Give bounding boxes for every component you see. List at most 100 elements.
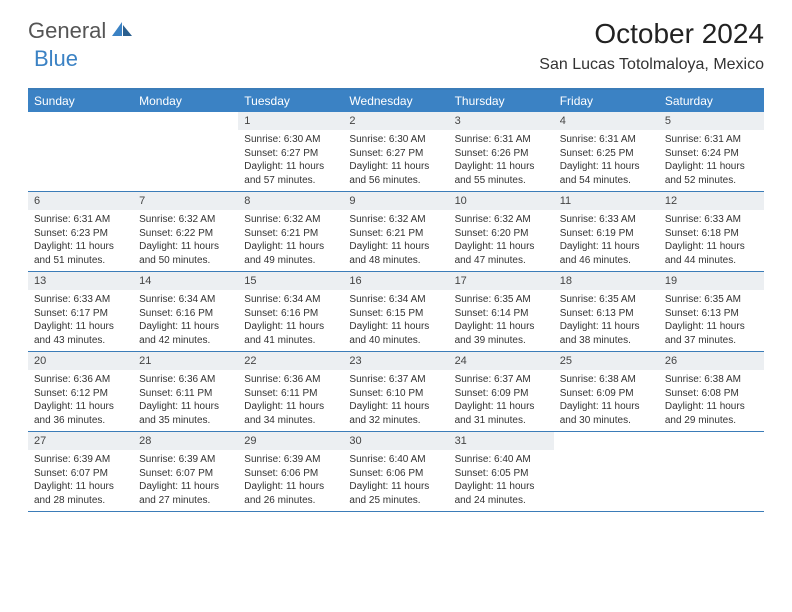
sunset-text: Sunset: 6:26 PM xyxy=(455,147,548,161)
day-body: Sunrise: 6:33 AMSunset: 6:17 PMDaylight:… xyxy=(28,290,133,351)
calendar-cell: 20Sunrise: 6:36 AMSunset: 6:12 PMDayligh… xyxy=(28,352,133,431)
sunset-text: Sunset: 6:09 PM xyxy=(560,387,653,401)
day-number: 13 xyxy=(28,272,133,290)
daylight-text: Daylight: 11 hours and 57 minutes. xyxy=(244,160,337,187)
calendar: SundayMondayTuesdayWednesdayThursdayFrid… xyxy=(28,88,764,512)
sunset-text: Sunset: 6:17 PM xyxy=(34,307,127,321)
daylight-text: Daylight: 11 hours and 48 minutes. xyxy=(349,240,442,267)
calendar-cell: 10Sunrise: 6:32 AMSunset: 6:20 PMDayligh… xyxy=(449,192,554,271)
page-title: October 2024 xyxy=(539,18,764,50)
sunrise-text: Sunrise: 6:35 AM xyxy=(455,293,548,307)
sunrise-text: Sunrise: 6:39 AM xyxy=(139,453,232,467)
logo-blue-text-wrap: Blue xyxy=(34,46,78,72)
sunrise-text: Sunrise: 6:34 AM xyxy=(139,293,232,307)
day-body: Sunrise: 6:33 AMSunset: 6:18 PMDaylight:… xyxy=(659,210,764,271)
sunset-text: Sunset: 6:11 PM xyxy=(139,387,232,401)
calendar-cell: 13Sunrise: 6:33 AMSunset: 6:17 PMDayligh… xyxy=(28,272,133,351)
day-number: 21 xyxy=(133,352,238,370)
day-body: Sunrise: 6:37 AMSunset: 6:09 PMDaylight:… xyxy=(449,370,554,431)
sunset-text: Sunset: 6:24 PM xyxy=(665,147,758,161)
day-header: Tuesday xyxy=(238,90,343,112)
sunrise-text: Sunrise: 6:34 AM xyxy=(349,293,442,307)
day-body: Sunrise: 6:36 AMSunset: 6:11 PMDaylight:… xyxy=(238,370,343,431)
day-number: 24 xyxy=(449,352,554,370)
sunrise-text: Sunrise: 6:32 AM xyxy=(455,213,548,227)
daylight-text: Daylight: 11 hours and 37 minutes. xyxy=(665,320,758,347)
day-body: Sunrise: 6:34 AMSunset: 6:15 PMDaylight:… xyxy=(343,290,448,351)
sunrise-text: Sunrise: 6:31 AM xyxy=(34,213,127,227)
calendar-cell: 15Sunrise: 6:34 AMSunset: 6:16 PMDayligh… xyxy=(238,272,343,351)
day-body: Sunrise: 6:31 AMSunset: 6:25 PMDaylight:… xyxy=(554,130,659,191)
day-number: 26 xyxy=(659,352,764,370)
day-body: Sunrise: 6:39 AMSunset: 6:06 PMDaylight:… xyxy=(238,450,343,511)
sunrise-text: Sunrise: 6:30 AM xyxy=(349,133,442,147)
day-number: 22 xyxy=(238,352,343,370)
day-header: Wednesday xyxy=(343,90,448,112)
day-body: Sunrise: 6:31 AMSunset: 6:23 PMDaylight:… xyxy=(28,210,133,271)
day-body: Sunrise: 6:37 AMSunset: 6:10 PMDaylight:… xyxy=(343,370,448,431)
day-body: Sunrise: 6:31 AMSunset: 6:24 PMDaylight:… xyxy=(659,130,764,191)
calendar-cell: . xyxy=(133,112,238,191)
sunset-text: Sunset: 6:07 PM xyxy=(34,467,127,481)
daylight-text: Daylight: 11 hours and 36 minutes. xyxy=(34,400,127,427)
day-body: Sunrise: 6:39 AMSunset: 6:07 PMDaylight:… xyxy=(133,450,238,511)
week-row: 27Sunrise: 6:39 AMSunset: 6:07 PMDayligh… xyxy=(28,432,764,512)
sunset-text: Sunset: 6:08 PM xyxy=(665,387,758,401)
sunset-text: Sunset: 6:18 PM xyxy=(665,227,758,241)
day-number: 2 xyxy=(343,112,448,130)
day-body: Sunrise: 6:30 AMSunset: 6:27 PMDaylight:… xyxy=(343,130,448,191)
calendar-cell: 14Sunrise: 6:34 AMSunset: 6:16 PMDayligh… xyxy=(133,272,238,351)
sunset-text: Sunset: 6:15 PM xyxy=(349,307,442,321)
daylight-text: Daylight: 11 hours and 47 minutes. xyxy=(455,240,548,267)
daylight-text: Daylight: 11 hours and 35 minutes. xyxy=(139,400,232,427)
sunrise-text: Sunrise: 6:31 AM xyxy=(455,133,548,147)
day-number: 4 xyxy=(554,112,659,130)
calendar-cell: 25Sunrise: 6:38 AMSunset: 6:09 PMDayligh… xyxy=(554,352,659,431)
day-body: Sunrise: 6:32 AMSunset: 6:21 PMDaylight:… xyxy=(238,210,343,271)
sunrise-text: Sunrise: 6:31 AM xyxy=(665,133,758,147)
sunrise-text: Sunrise: 6:32 AM xyxy=(349,213,442,227)
daylight-text: Daylight: 11 hours and 25 minutes. xyxy=(349,480,442,507)
sunrise-text: Sunrise: 6:32 AM xyxy=(244,213,337,227)
sunset-text: Sunset: 6:10 PM xyxy=(349,387,442,401)
day-number: 17 xyxy=(449,272,554,290)
calendar-cell: 11Sunrise: 6:33 AMSunset: 6:19 PMDayligh… xyxy=(554,192,659,271)
calendar-cell: 12Sunrise: 6:33 AMSunset: 6:18 PMDayligh… xyxy=(659,192,764,271)
calendar-cell: 21Sunrise: 6:36 AMSunset: 6:11 PMDayligh… xyxy=(133,352,238,431)
day-body: Sunrise: 6:40 AMSunset: 6:06 PMDaylight:… xyxy=(343,450,448,511)
day-body: Sunrise: 6:38 AMSunset: 6:09 PMDaylight:… xyxy=(554,370,659,431)
calendar-cell: 19Sunrise: 6:35 AMSunset: 6:13 PMDayligh… xyxy=(659,272,764,351)
calendar-cell: 5Sunrise: 6:31 AMSunset: 6:24 PMDaylight… xyxy=(659,112,764,191)
calendar-cell: 28Sunrise: 6:39 AMSunset: 6:07 PMDayligh… xyxy=(133,432,238,511)
sunrise-text: Sunrise: 6:39 AM xyxy=(244,453,337,467)
day-number: 6 xyxy=(28,192,133,210)
daylight-text: Daylight: 11 hours and 42 minutes. xyxy=(139,320,232,347)
daylight-text: Daylight: 11 hours and 46 minutes. xyxy=(560,240,653,267)
sunrise-text: Sunrise: 6:36 AM xyxy=(244,373,337,387)
sunset-text: Sunset: 6:25 PM xyxy=(560,147,653,161)
day-number: 9 xyxy=(343,192,448,210)
sunrise-text: Sunrise: 6:37 AM xyxy=(455,373,548,387)
day-number: 3 xyxy=(449,112,554,130)
daylight-text: Daylight: 11 hours and 39 minutes. xyxy=(455,320,548,347)
daylight-text: Daylight: 11 hours and 32 minutes. xyxy=(349,400,442,427)
day-header: Monday xyxy=(133,90,238,112)
calendar-cell: 24Sunrise: 6:37 AMSunset: 6:09 PMDayligh… xyxy=(449,352,554,431)
sunset-text: Sunset: 6:12 PM xyxy=(34,387,127,401)
daylight-text: Daylight: 11 hours and 38 minutes. xyxy=(560,320,653,347)
daylight-text: Daylight: 11 hours and 28 minutes. xyxy=(34,480,127,507)
sunrise-text: Sunrise: 6:33 AM xyxy=(34,293,127,307)
calendar-cell: 3Sunrise: 6:31 AMSunset: 6:26 PMDaylight… xyxy=(449,112,554,191)
sunset-text: Sunset: 6:05 PM xyxy=(455,467,548,481)
day-number: 23 xyxy=(343,352,448,370)
week-row: 13Sunrise: 6:33 AMSunset: 6:17 PMDayligh… xyxy=(28,272,764,352)
sunrise-text: Sunrise: 6:34 AM xyxy=(244,293,337,307)
day-number: 5 xyxy=(659,112,764,130)
calendar-cell: 1Sunrise: 6:30 AMSunset: 6:27 PMDaylight… xyxy=(238,112,343,191)
sunrise-text: Sunrise: 6:32 AM xyxy=(139,213,232,227)
day-number: 15 xyxy=(238,272,343,290)
calendar-cell: . xyxy=(28,112,133,191)
logo-sail-icon xyxy=(110,20,134,43)
calendar-cell: 26Sunrise: 6:38 AMSunset: 6:08 PMDayligh… xyxy=(659,352,764,431)
day-body: Sunrise: 6:31 AMSunset: 6:26 PMDaylight:… xyxy=(449,130,554,191)
